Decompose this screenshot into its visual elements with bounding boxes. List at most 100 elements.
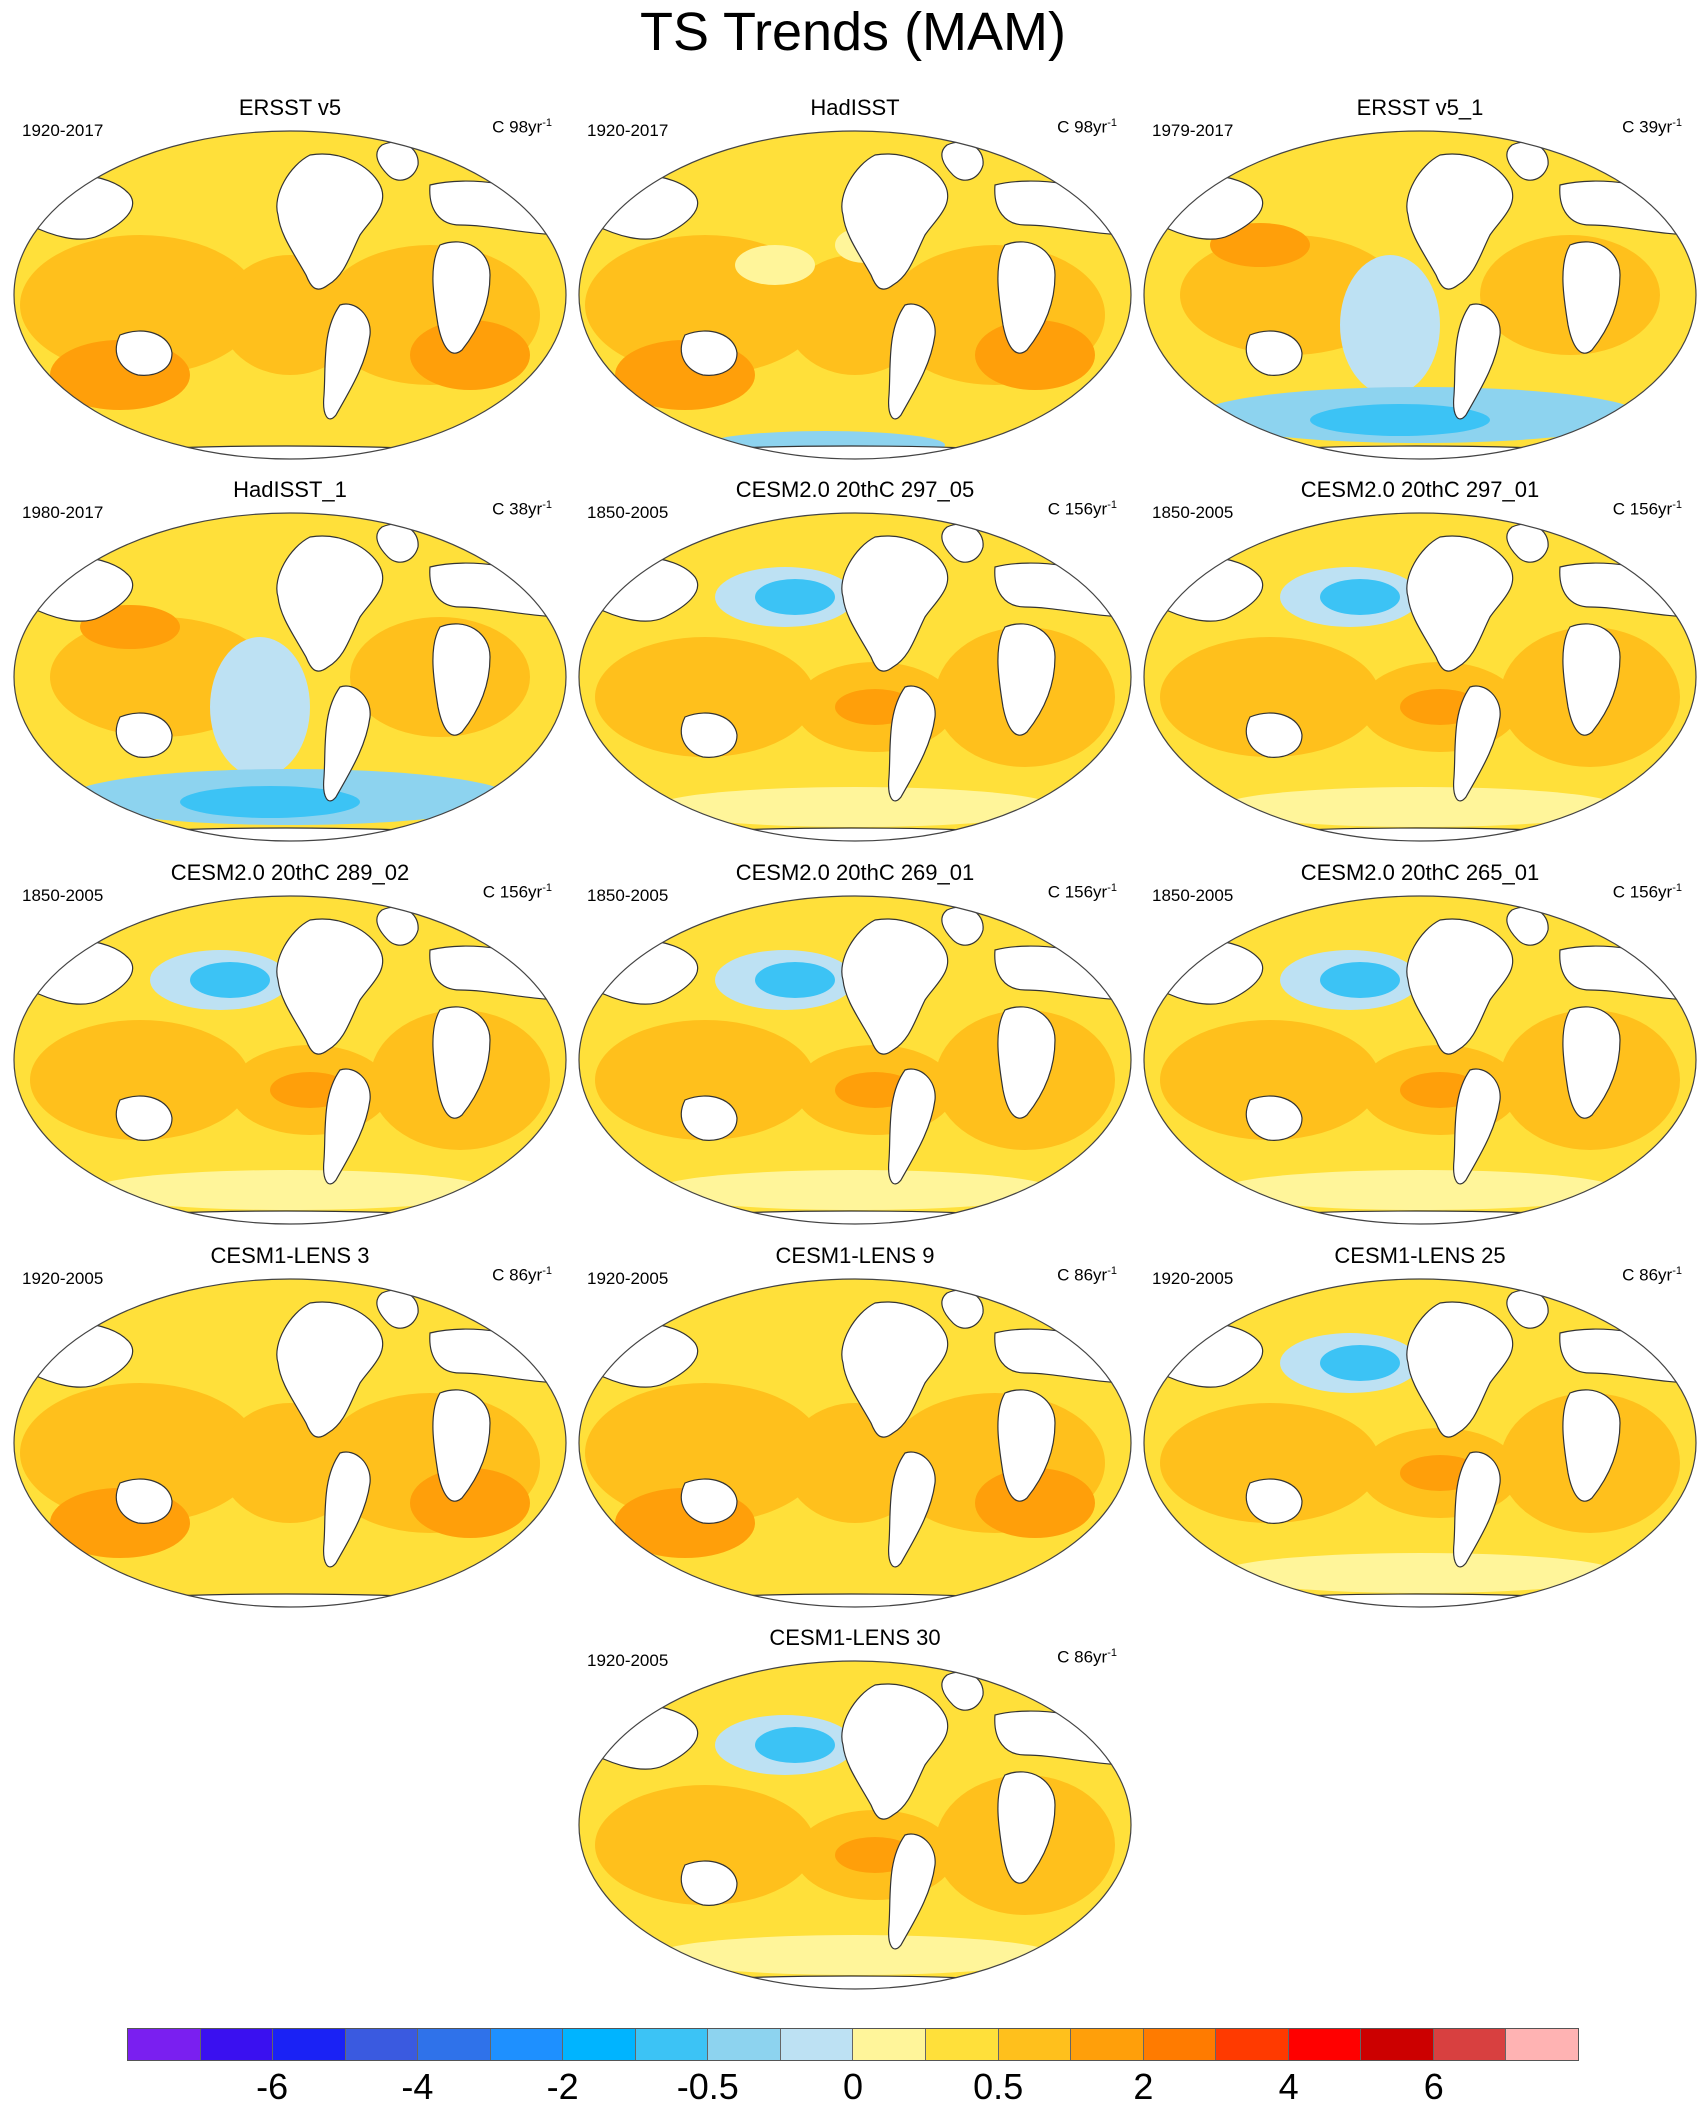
landmass — [1199, 827, 1641, 841]
trend-map — [13, 1278, 567, 1608]
panel-title: CESM1-LENS 3 — [210, 1243, 370, 1268]
map-outline — [1143, 1278, 1697, 1608]
landmass — [1199, 1593, 1641, 1607]
colorbar-segment — [1361, 2029, 1434, 2060]
landmass — [1562, 241, 1621, 354]
panel-period: 1980-2017 — [22, 503, 104, 522]
landmass — [1199, 445, 1641, 459]
panel-units-base: C 86yr — [1057, 1647, 1108, 1667]
weak-trend-region — [1220, 1170, 1620, 1210]
trend-map — [578, 130, 1132, 460]
trend-map — [1143, 512, 1697, 842]
panel-units: C 86yr-1 — [1057, 1647, 1117, 1668]
panel-units: C 86yr-1 — [1057, 1265, 1117, 1286]
landmass — [1562, 623, 1621, 736]
colorbar-segment — [1288, 2029, 1362, 2060]
colorbar-tick-label: -4 — [401, 2066, 434, 2107]
map-panel: CESM2.0 20thC 269_01 1850-2005 C 156yr-1 — [575, 860, 1135, 1230]
landmass — [115, 1095, 173, 1141]
panel-units-base: C 156yr — [1047, 882, 1108, 902]
colorbar-segment — [1071, 2029, 1144, 2060]
weak-trend-region — [655, 1170, 1055, 1210]
panel-period: 1920-2017 — [587, 121, 669, 140]
panel-title: CESM1-LENS 25 — [1334, 1243, 1506, 1268]
panel-units-exponent: -1 — [1107, 117, 1117, 129]
colorbar-tick-label: -0.5 — [676, 2066, 739, 2107]
landmass — [115, 330, 173, 376]
panel-period: 1850-2005 — [1152, 503, 1234, 522]
landmass — [888, 685, 936, 802]
landmass — [1453, 1068, 1501, 1185]
strong-cooling-region — [1310, 404, 1490, 436]
weak-trend-region — [655, 1935, 1055, 1975]
panel-units-base: C 98yr — [492, 117, 543, 137]
panel-title: ERSST v5_1 — [1356, 95, 1484, 120]
panel-units-exponent: -1 — [1107, 882, 1117, 894]
warming-region — [585, 1383, 825, 1523]
panel-title: HadISST_1 — [233, 477, 347, 502]
map-panel: CESM1-LENS 3 1920-2005 C 86yr-1 — [10, 1243, 570, 1613]
panel-title: CESM2.0 20thC 297_01 — [1300, 477, 1540, 502]
landmass — [680, 712, 738, 758]
map-outline — [13, 130, 567, 460]
colorbar — [127, 2028, 1579, 2061]
panel-title: CESM2.0 20thC 289_02 — [170, 860, 410, 885]
colorbar-tick-label: 0.5 — [973, 2066, 1024, 2107]
panel-units-base: C 98yr — [1057, 117, 1108, 137]
strong-warming-region — [80, 605, 180, 649]
weak-trend-region — [1220, 1553, 1620, 1593]
warming-region — [1160, 1403, 1380, 1523]
panel-title: CESM2.0 20thC 265_01 — [1300, 860, 1540, 885]
panel-units-exponent: -1 — [542, 499, 552, 511]
map-outline — [13, 512, 567, 842]
landmass — [841, 535, 949, 672]
trend-map — [578, 1660, 1132, 1990]
landmass — [1245, 1095, 1303, 1141]
panel-units: C 38yr-1 — [492, 499, 552, 520]
landmass — [680, 1860, 738, 1906]
landmass — [432, 623, 491, 736]
colorbar-segment — [1506, 2029, 1578, 2060]
panel-period: 1850-2005 — [587, 886, 669, 905]
panel-units-exponent: -1 — [1672, 882, 1682, 894]
panel-units: C 156yr-1 — [1613, 499, 1682, 520]
trend-map — [1143, 130, 1697, 460]
colorbar-tick-label: -6 — [256, 2066, 289, 2107]
landmass — [1406, 153, 1514, 290]
landmass — [1562, 1006, 1621, 1119]
panel-units-base: C 156yr — [1612, 499, 1673, 519]
trend-map — [1143, 895, 1697, 1225]
colorbar-segment — [200, 2029, 274, 2060]
weak-trend-region — [1220, 787, 1620, 827]
colorbar-segment — [780, 2029, 854, 2060]
strong-warming-region — [975, 1468, 1095, 1538]
panel-units-base: C 156yr — [1612, 882, 1673, 902]
panel-title: ERSST v5 — [238, 95, 342, 120]
colorbar-segment — [128, 2029, 201, 2060]
colorbar-tick-label: -2 — [546, 2066, 579, 2107]
warming-region — [30, 1020, 250, 1140]
map-outline — [578, 130, 1132, 460]
landmass — [1453, 685, 1501, 802]
colorbar-labels: -6 -4 -2 -0.5 0 0.5 2 4 6 — [127, 2066, 1579, 2110]
map-outline — [13, 1278, 567, 1608]
panel-units-exponent: -1 — [1672, 1265, 1682, 1277]
landmass — [115, 1478, 173, 1524]
landmass — [997, 241, 1056, 354]
landmass — [1453, 1451, 1501, 1568]
panel-units-exponent: -1 — [542, 117, 552, 129]
panel-units-exponent: -1 — [542, 1265, 552, 1277]
landmass — [323, 303, 371, 420]
landmass — [69, 827, 511, 841]
colorbar-segment — [853, 2029, 927, 2060]
panel-units: C 98yr-1 — [1057, 117, 1117, 138]
panel-units-base: C 38yr — [492, 499, 543, 519]
map-outline — [578, 1660, 1132, 1990]
map-panel: CESM1-LENS 30 1920-2005 C 86yr-1 — [575, 1625, 1135, 1995]
panel-units-exponent: -1 — [1107, 1265, 1117, 1277]
landmass — [1406, 918, 1514, 1055]
panel-period: 1920-2005 — [587, 1651, 669, 1670]
landmass — [841, 1683, 949, 1820]
strong-cooling-region — [755, 962, 835, 998]
weak-trend-region — [735, 245, 815, 285]
